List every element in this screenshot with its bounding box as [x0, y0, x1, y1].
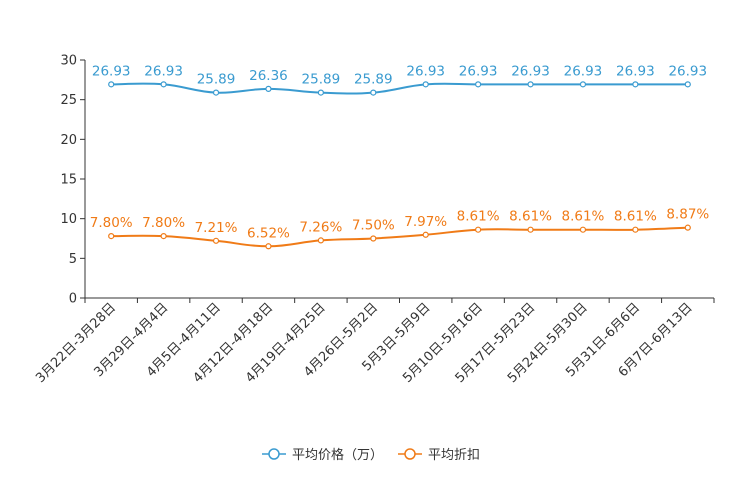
y-tick-label: 25 — [60, 93, 77, 108]
data-point — [579, 226, 587, 233]
data-point — [317, 89, 324, 96]
data-point — [632, 81, 639, 88]
data-point — [632, 226, 639, 233]
data-label: 6.52% — [247, 225, 290, 241]
data-label: 8.61% — [562, 209, 605, 225]
data-point — [422, 231, 429, 238]
data-point — [108, 81, 115, 88]
data-label: 8.87% — [666, 207, 709, 223]
legend-label-price: 平均价格（万） — [292, 447, 383, 463]
data-point — [370, 89, 377, 96]
legend-item-price[interactable]: 平均价格（万） — [262, 447, 383, 463]
data-label: 26.93 — [406, 63, 445, 79]
data-point — [475, 81, 482, 88]
series-0: 26.93 26.93 25.89 26.36 25.89 25.89 26.93 26.93… — [92, 63, 707, 96]
series-layer: 26.93 26.93 25.89 26.36 25.89 25.89 26.93 26.93… — [90, 63, 709, 250]
data-point — [475, 226, 482, 233]
data-point — [317, 237, 324, 244]
legend-marker-price — [268, 448, 280, 460]
series-1: 7.80% 7.80% 7.21% 6.52% 7.26% 7.50% 7.97% 8.61%… — [90, 207, 709, 250]
data-label: 26.93 — [92, 63, 131, 79]
legend-label-discount: 平均折扣 — [428, 448, 480, 463]
data-label: 26.36 — [249, 68, 288, 84]
data-label: 8.61% — [457, 209, 500, 225]
data-label: 26.93 — [511, 63, 550, 79]
y-tick-label: 20 — [60, 133, 77, 148]
data-point — [160, 81, 167, 88]
data-label: 26.93 — [564, 63, 603, 79]
data-point — [527, 226, 534, 233]
data-point — [212, 237, 220, 244]
y-tick-label: 0 — [69, 292, 77, 307]
data-point — [212, 89, 220, 96]
series-line-1 — [111, 226, 688, 248]
data-point — [684, 224, 691, 231]
data-point — [265, 85, 272, 92]
data-label: 26.93 — [668, 63, 707, 79]
data-label: 8.61% — [614, 209, 657, 225]
data-label: 25.89 — [197, 72, 236, 88]
data-label: 25.89 — [354, 72, 393, 88]
data-label: 7.21% — [195, 220, 238, 236]
data-label: 7.50% — [352, 218, 395, 234]
legend: 平均价格（万） 平均折扣 — [262, 447, 480, 463]
data-point — [684, 81, 691, 88]
legend-item-discount[interactable]: 平均折扣 — [398, 448, 480, 463]
data-label: 8.61% — [509, 209, 552, 225]
data-label: 26.93 — [459, 63, 498, 79]
data-label: 7.80% — [90, 215, 133, 231]
data-point — [527, 81, 534, 88]
data-point — [422, 81, 429, 88]
y-tick-label: 5 — [69, 252, 77, 267]
data-point — [108, 233, 115, 240]
data-label: 25.89 — [302, 72, 341, 88]
y-tick-label: 30 — [60, 54, 77, 69]
data-label: 7.97% — [404, 214, 447, 230]
series-line-0 — [111, 82, 688, 95]
data-point — [265, 243, 272, 250]
data-label: 26.93 — [144, 63, 183, 79]
data-label: 7.80% — [142, 215, 185, 231]
data-label: 7.26% — [299, 219, 342, 235]
data-point — [370, 235, 377, 242]
y-tick-label: 10 — [60, 212, 77, 227]
y-tick-label: 15 — [60, 173, 77, 188]
data-point — [160, 233, 167, 240]
legend-marker-discount — [404, 448, 416, 460]
data-label: 26.93 — [616, 63, 655, 79]
data-point — [579, 81, 587, 88]
